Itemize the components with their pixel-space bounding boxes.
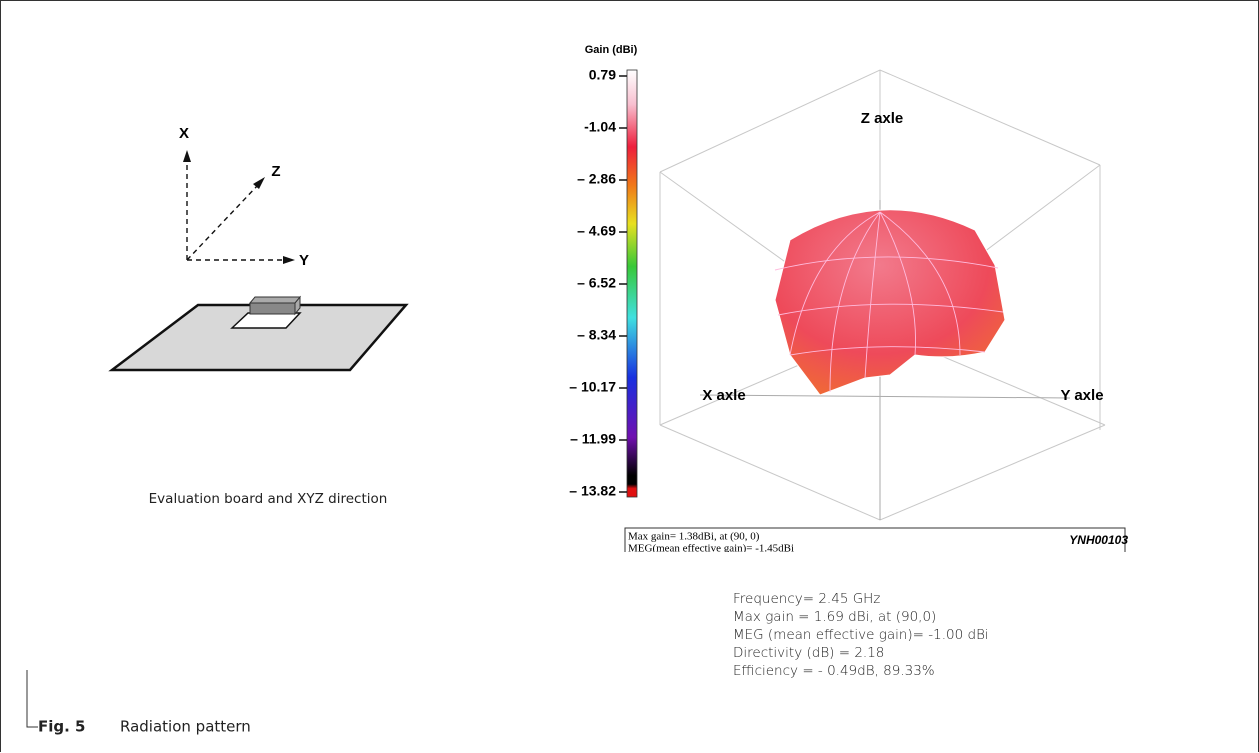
axis-label: Y <box>299 252 309 269</box>
axis-label: Z <box>271 163 280 180</box>
radiation-pattern <box>774 209 1006 396</box>
stat: Efficiency = - 0.49dB, 89.33% <box>733 663 935 679</box>
colorbar-label: – 11.99 <box>570 431 616 447</box>
figure-number: Fig. 5 <box>38 718 85 736</box>
info-box <box>624 527 1126 552</box>
info-line: MEG(mean effective gain)= -1.45dBi <box>628 543 794 555</box>
colorbar-label: 0.79 <box>589 67 616 83</box>
board <box>108 303 409 372</box>
figure-code: YNH00103 <box>1069 533 1128 547</box>
stat: MEG (mean effective gain)= -1.00 dBi <box>733 627 989 643</box>
info-line: Max gain= 1.38dBi, at (90, 0) <box>628 531 760 543</box>
xyz-axes <box>186 160 285 261</box>
arrow <box>253 177 265 189</box>
stat: Directivity (dB) = 2.18 <box>733 645 885 661</box>
colorbar-label: – 6.52 <box>577 275 616 291</box>
arrow <box>283 256 295 264</box>
stat: Max gain = 1.69 dBi, at (90,0) <box>733 609 937 625</box>
pattern-mesh <box>774 211 1004 393</box>
board-window <box>230 312 302 329</box>
arrow <box>183 150 191 162</box>
colorbar <box>626 69 638 498</box>
axis-label: X axle <box>702 387 745 404</box>
colorbar-label: – 10.17 <box>569 379 616 395</box>
figure-title: Radiation pattern <box>120 718 251 736</box>
info-clip: MEG(mean effective gain)= -1.45dBi <box>628 543 794 555</box>
axis-label: Y axle <box>1060 387 1103 404</box>
colorbar-label: -1.04 <box>584 119 616 135</box>
colorbar-label: – 4.69 <box>577 223 616 239</box>
caption: Evaluation board and XYZ direction <box>149 491 388 507</box>
stat: Frequency= 2.45 GHz <box>733 591 881 607</box>
colorbar-label: – 2.86 <box>577 171 616 187</box>
colorbar-label: – 13.82 <box>569 483 616 499</box>
axis-label: Z axle <box>861 110 904 127</box>
chip <box>248 295 302 316</box>
colorbar-label: – 8.34 <box>577 327 616 343</box>
bracket <box>26 670 38 728</box>
axis-label: X <box>179 125 189 142</box>
colorbar-title: Gain (dBi) <box>585 44 638 56</box>
chip <box>249 302 296 315</box>
